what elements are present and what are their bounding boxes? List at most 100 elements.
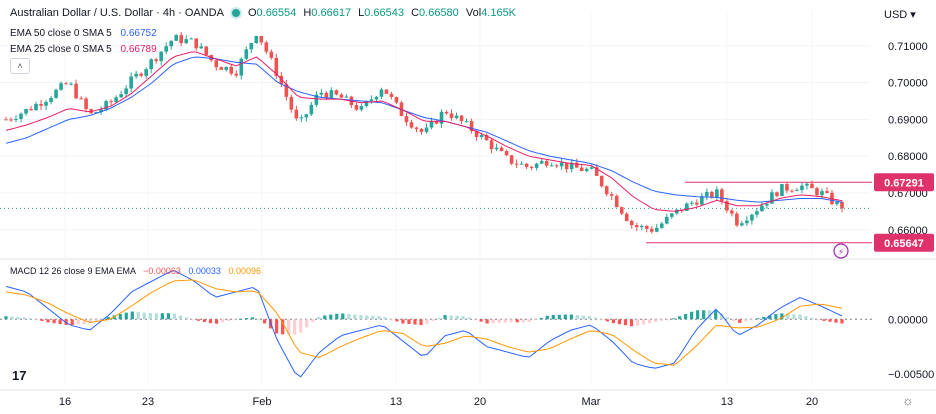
macd-histogram-bar	[678, 316, 682, 320]
ema25-legend[interactable]: EMA 25 close 0 SMA 5 0.66789	[10, 44, 157, 55]
macd-histogram-bar	[353, 314, 357, 320]
ema50-label: EMA 50 close 0 SMA 5	[10, 28, 112, 39]
time-tick-label: 13	[721, 396, 733, 408]
candle-body	[509, 155, 514, 164]
candle-body	[825, 191, 829, 193]
candle-body	[579, 167, 584, 172]
macd-histogram-bar	[299, 319, 303, 333]
macd-histogram-bar	[617, 319, 622, 325]
candle-body	[24, 109, 28, 114]
close-label: C	[411, 7, 420, 19]
macd-histogram-bar	[509, 319, 513, 323]
candle-body	[149, 59, 153, 70]
macd-pane	[0, 270, 872, 378]
candle-body	[154, 59, 158, 62]
candle-body	[614, 195, 619, 208]
candle-body	[644, 225, 649, 229]
candle-body	[64, 83, 68, 85]
macd-line-value: 0.00033	[188, 266, 221, 276]
candle-body	[144, 69, 148, 76]
macd-tick-label: 0.00000	[888, 314, 928, 326]
candle-body	[820, 191, 824, 196]
time-axis[interactable]: 16 23 Feb 13 20 Mar 13 20	[59, 396, 818, 408]
candle-body	[99, 109, 103, 113]
ema-lines	[5, 51, 843, 212]
macd-histogram-bar	[28, 318, 32, 320]
candle-body	[760, 205, 764, 212]
candle-body	[404, 116, 409, 123]
macd-histogram-bar	[52, 319, 56, 324]
candle-body	[790, 190, 794, 192]
candle-body	[780, 184, 784, 196]
macd-histogram-bar	[124, 312, 128, 320]
macd-histogram-bar	[473, 319, 477, 321]
macd-histogram-bar	[226, 319, 231, 321]
candle-body	[609, 194, 614, 196]
candle-body	[454, 115, 459, 119]
macd-histogram-bar	[798, 314, 802, 320]
macd-histogram-bar	[690, 311, 694, 320]
macd-histogram-bar	[88, 319, 92, 324]
macd-hist-value: −0.00063	[143, 266, 181, 276]
candle-body	[785, 184, 789, 191]
macd-histogram-bar	[46, 319, 50, 323]
macd-histogram-bar	[497, 319, 501, 323]
macd-histogram-bar	[10, 316, 14, 320]
time-tick-label: 20	[474, 396, 486, 408]
macd-histogram-bar	[551, 314, 555, 320]
macd-histogram-bar	[371, 315, 375, 320]
chevron-up-icon[interactable]: ˄	[10, 58, 30, 74]
macd-legend[interactable]: MACD 12 26 close 9 EMA EMA −0.00063 0.00…	[10, 266, 261, 276]
macd-histogram-bar	[792, 314, 796, 320]
macd-histogram-bar	[196, 319, 201, 321]
candle-body	[194, 38, 199, 49]
candle-body	[159, 51, 163, 62]
ema50-legend[interactable]: EMA 50 close 0 SMA 5 0.66752	[10, 28, 157, 39]
time-tick-label: 16	[59, 396, 71, 408]
macd-histogram-bar	[768, 315, 772, 320]
macd-histogram-bar	[443, 315, 447, 320]
volume-value: 4.165K	[481, 7, 517, 19]
macd-histogram-bar	[172, 313, 177, 320]
time-tick-label: Feb	[253, 396, 272, 408]
low-value: 0.66543	[364, 7, 405, 19]
macd-histogram-bar	[587, 316, 591, 320]
candle-body	[4, 119, 8, 121]
macd-histogram-bar	[347, 313, 351, 320]
support-price-label-bg	[874, 233, 934, 252]
candle-body	[394, 96, 399, 103]
candle-body	[49, 97, 53, 102]
symbol-title[interactable]: Australian Dollar / U.S. Dollar · 4h · O…	[10, 7, 224, 19]
macd-histogram-bar	[762, 316, 766, 320]
time-tick-label: Mar	[582, 396, 601, 408]
macd-histogram-bar	[780, 313, 784, 320]
candle-body	[244, 49, 249, 59]
candle-body	[289, 96, 294, 110]
macd-histogram-bar	[293, 319, 297, 335]
macd-signal-value: 0.00096	[228, 266, 261, 276]
candle-body	[39, 103, 43, 106]
price-axis[interactable]: 0.710000.700000.690000.680000.670000.660…	[874, 41, 934, 381]
candle-body	[695, 202, 699, 205]
gear-icon[interactable]: ☼	[902, 393, 914, 408]
candle-body	[9, 119, 13, 121]
candle-body	[14, 118, 18, 120]
grid-lines	[0, 10, 936, 391]
candle-body	[720, 189, 724, 202]
macd-histogram-bar	[407, 319, 411, 325]
candle-body	[419, 128, 424, 132]
candle-body	[710, 191, 714, 198]
macd-histogram-bar	[359, 315, 363, 320]
macd-histogram-bar	[467, 317, 471, 320]
candle-body	[599, 175, 604, 187]
candle-body	[304, 114, 309, 118]
macd-histogram-bar	[593, 317, 598, 320]
tv-logo-icon[interactable]: 17	[12, 368, 27, 383]
macd-histogram-bar	[485, 319, 489, 324]
candle-body	[279, 75, 284, 85]
currency-selector[interactable]: USD ▾	[884, 8, 916, 21]
macd-histogram-bar	[665, 319, 670, 321]
candle-body	[459, 115, 464, 122]
macd-histogram-bar	[232, 319, 237, 321]
